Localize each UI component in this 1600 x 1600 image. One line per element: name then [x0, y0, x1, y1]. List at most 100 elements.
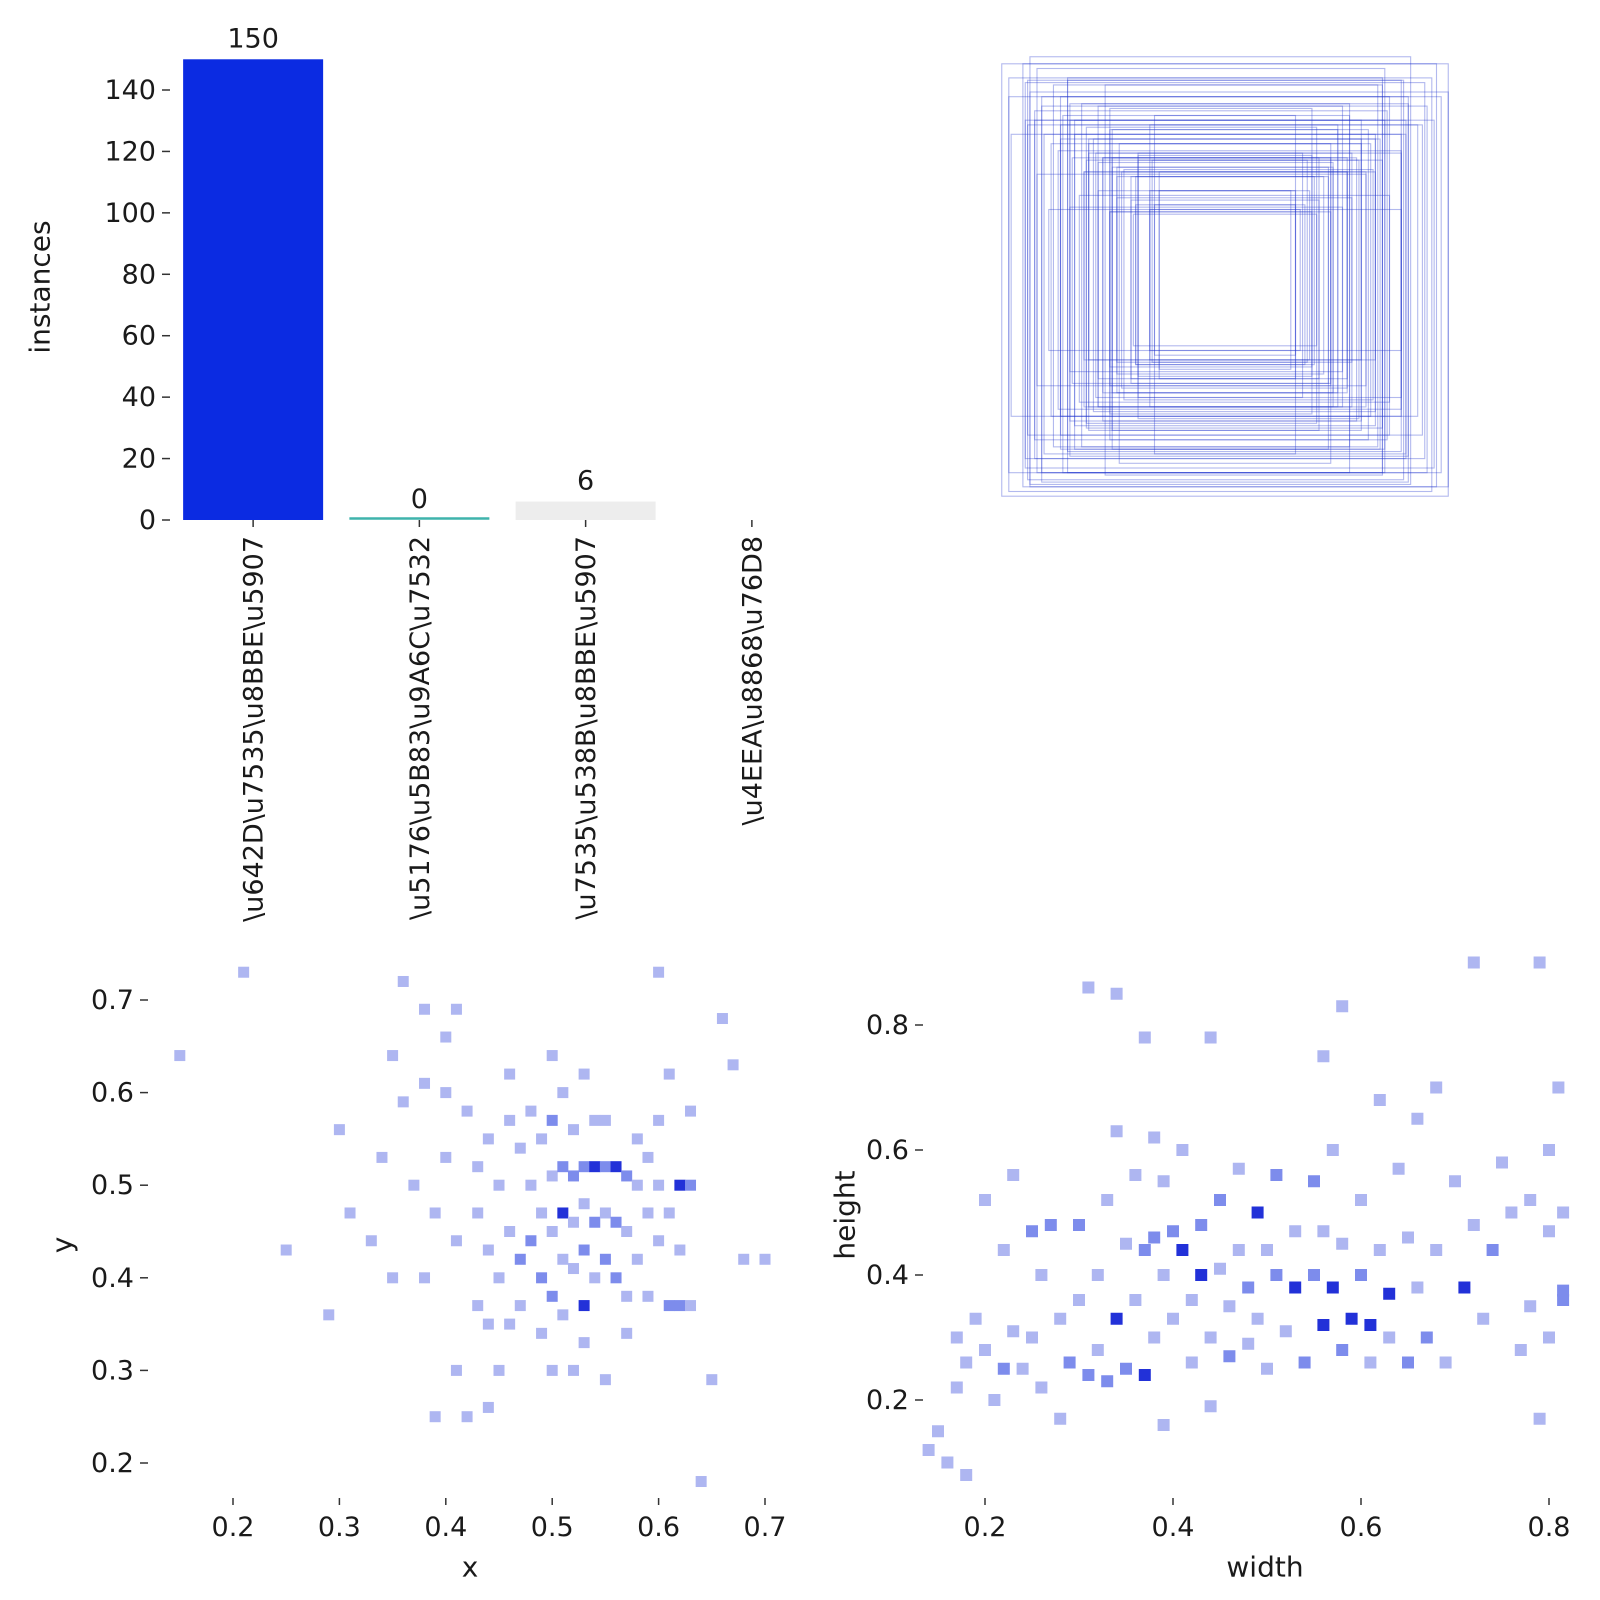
bbox-rect — [1132, 213, 1318, 347]
class-bar — [515, 501, 656, 520]
heat-cell — [1091, 1344, 1104, 1356]
heat-cell — [1185, 1356, 1198, 1369]
heat-cell — [387, 1050, 399, 1062]
bbox-rect — [1067, 77, 1383, 474]
bbox-rect — [1062, 114, 1351, 474]
heat-cell — [504, 1114, 516, 1126]
heat-cell — [922, 1444, 935, 1456]
heat-cell — [1054, 1312, 1067, 1325]
heat-cell — [663, 1068, 675, 1080]
heat-cell — [1543, 1144, 1555, 1156]
bbox-rect — [1153, 114, 1297, 455]
heat-cell — [578, 1244, 590, 1256]
y-tick-label: 120 — [104, 136, 156, 167]
heat-cell — [1449, 1175, 1461, 1188]
bbox-rect — [1001, 63, 1449, 497]
heat-cell — [1439, 1356, 1452, 1369]
bbox-rect — [1088, 152, 1353, 408]
bar-value-label: 0 — [411, 484, 428, 515]
heat-cell — [589, 1114, 601, 1126]
heat-cell — [1326, 1281, 1339, 1294]
heat-cell — [1383, 1287, 1396, 1300]
bbox-rect — [1043, 133, 1407, 455]
heat-cell — [674, 1179, 686, 1191]
heat-cell — [1110, 1125, 1123, 1138]
heat-cell — [1148, 1231, 1161, 1244]
heat-cell — [174, 1050, 186, 1062]
heat-cell — [1411, 1281, 1424, 1294]
heat-cell — [578, 1161, 590, 1173]
bbox-rect — [1085, 126, 1318, 424]
heat-cell — [1430, 1244, 1443, 1256]
heat-cell — [1091, 1269, 1104, 1281]
bbox-rect — [1071, 157, 1332, 384]
heat-cell — [1044, 1219, 1057, 1231]
x-tick-label: 0.2 — [964, 1512, 1007, 1543]
heat-cell — [663, 1300, 675, 1312]
bbox-rect — [1081, 103, 1351, 448]
bbox-rect — [1022, 63, 1438, 488]
heat-cell — [536, 1327, 548, 1339]
bbox-rect — [1059, 138, 1381, 450]
heat-cell — [323, 1309, 335, 1321]
heat-cell — [546, 1290, 558, 1302]
bar-value-label: 150 — [227, 23, 279, 54]
heat-cell — [932, 1425, 944, 1438]
heat-cell — [1373, 1244, 1386, 1256]
x-tick-label: 0.6 — [637, 1512, 680, 1543]
heat-cell — [631, 1133, 643, 1145]
heat-cell — [482, 1318, 494, 1330]
heat-cell — [589, 1161, 601, 1173]
heat-cell — [578, 1300, 590, 1312]
heat-cell — [960, 1469, 973, 1481]
heat-cell — [738, 1253, 750, 1265]
heat-cell — [1355, 1269, 1367, 1281]
heat-cell — [653, 1114, 665, 1126]
heat-cell — [546, 1364, 558, 1376]
heat-cell — [674, 1244, 686, 1256]
heat-cell — [979, 1344, 991, 1356]
heat-cell — [419, 1077, 431, 1089]
heat-cell — [557, 1207, 569, 1219]
bbox-rect — [1121, 171, 1348, 389]
heat-cell — [1533, 1412, 1546, 1425]
heat-cell — [387, 1272, 399, 1284]
bbox-rect — [1069, 119, 1362, 422]
heat-cell — [621, 1226, 633, 1237]
x-tick-label: 0.4 — [1152, 1512, 1195, 1543]
bar-chart-y-axis-label: instances — [23, 220, 57, 354]
heat-cell — [1073, 1219, 1085, 1231]
heat-cell — [1557, 1294, 1570, 1306]
heat-cell — [1355, 1194, 1367, 1206]
heat-cell — [1129, 1169, 1142, 1181]
heat-cell — [1552, 1081, 1565, 1094]
bbox-rect — [1034, 110, 1388, 441]
bbox-rect — [1137, 154, 1313, 377]
x-tick-label: \u5176\u5B83\u9A6C\u7532 — [405, 536, 436, 920]
heat-cell — [653, 1179, 665, 1191]
heat-cell — [1232, 1244, 1245, 1256]
heat-cell — [440, 1151, 452, 1163]
heat-cell — [514, 1142, 526, 1154]
heat-cell — [1373, 1094, 1386, 1106]
heat-cell — [653, 1235, 665, 1247]
heat-cell — [1345, 1312, 1358, 1325]
heat-cell — [567, 1263, 579, 1275]
heat-cell — [631, 1179, 643, 1191]
bbox-rect — [1036, 67, 1386, 474]
heat-cell — [1364, 1319, 1377, 1331]
bbox-rect — [1095, 152, 1402, 399]
heat-cell — [546, 1170, 558, 1182]
bbox-rect — [1010, 133, 1402, 417]
heat-cell — [397, 975, 409, 987]
heat-cell — [1467, 1219, 1480, 1231]
heat-cell — [695, 1476, 707, 1488]
heat-cell — [472, 1207, 484, 1219]
bbox-rect — [1059, 96, 1391, 436]
bbox-rect — [1151, 159, 1308, 363]
heat-cell — [567, 1170, 579, 1182]
heat-cell — [610, 1216, 622, 1228]
heat-cell — [440, 1087, 452, 1099]
heat-cell — [759, 1253, 771, 1265]
